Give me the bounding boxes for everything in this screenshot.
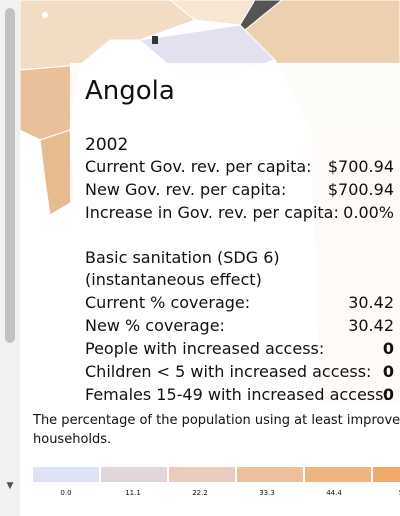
legend-tick-label: 5 [386, 489, 400, 497]
description-line-2: households. [33, 432, 112, 447]
legend-swatch [101, 467, 167, 482]
gov-row-current-label: Current Gov. rev. per capita: [85, 157, 312, 176]
sdg-row-females-value: 0 [382, 385, 394, 404]
gov-row-new-value: $700.94 [327, 180, 394, 199]
sdg-row-current-value: 30.42 [348, 293, 394, 312]
legend-swatch [237, 467, 303, 482]
tooltip-year: 2002 [85, 135, 129, 155]
legend-tick-label: 11.1 [125, 489, 141, 497]
gov-row-current-value: $700.94 [327, 157, 394, 176]
scrollbar[interactable]: ▼ [0, 0, 20, 516]
description-line-1: The percentage of the population using a… [33, 413, 400, 428]
sdg-row-people-label: People with increased access: [85, 339, 325, 358]
sdg-row-new-label: New % coverage: [85, 316, 225, 335]
country-tooltip [70, 63, 400, 406]
sdg-row-new-value: 30.42 [348, 316, 394, 335]
gov-row-new-label: New Gov. rev. per capita: [85, 180, 287, 199]
legend-tick-label: 22.2 [192, 489, 208, 497]
scrollbar-thumb[interactable] [5, 8, 15, 343]
gov-row-increase-label: Increase in Gov. rev. per capita: [85, 203, 339, 222]
small-country-marker[interactable] [152, 36, 158, 44]
sdg-row-females-label: Females 15-49 with increased access: [85, 385, 389, 404]
scroll-down-arrow-icon[interactable]: ▼ [6, 481, 14, 491]
sdg-title: Basic sanitation (SDG 6) [85, 248, 280, 267]
lake-marker [42, 12, 48, 18]
sdg-row-children-label: Children < 5 with increased access: [85, 362, 372, 381]
legend-tick-label: 44.4 [326, 489, 342, 497]
legend-swatch [33, 467, 99, 482]
sdg-subtitle: (instantaneous effect) [85, 270, 262, 289]
legend-tick-label: 0.0 [60, 489, 72, 497]
sdg-row-people-value: 0 [382, 339, 394, 358]
legend-swatch [373, 467, 400, 482]
indicator-description: The percentage of the population using a… [33, 411, 400, 449]
sdg-row-current-label: Current % coverage: [85, 293, 251, 312]
legend-tick-label: 33.3 [259, 489, 275, 497]
tooltip-country-name: Angola [85, 76, 175, 106]
country-south-west[interactable] [39, 129, 76, 216]
sdg-row-children-value: 0 [382, 362, 394, 381]
legend-swatch [169, 467, 235, 482]
gov-row-increase-value: 0.00% [343, 203, 394, 222]
legend-swatch [305, 467, 371, 482]
